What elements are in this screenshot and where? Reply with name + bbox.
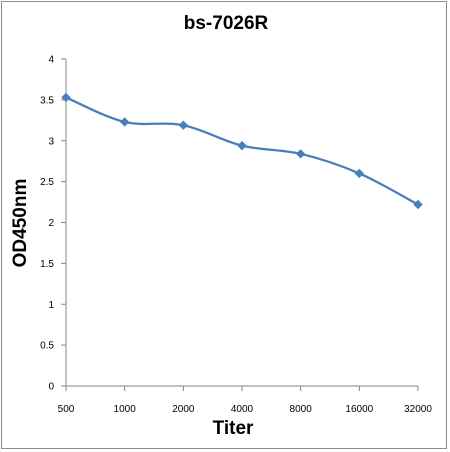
y-tick-label: 1.5	[40, 259, 54, 270]
x-tick-label: 4000	[231, 404, 254, 415]
x-axis-title: Titer	[213, 418, 254, 439]
data-point	[413, 199, 423, 210]
y-tick-label: 2	[48, 218, 54, 229]
y-tick-label: 0	[48, 382, 54, 393]
y-axis-ticks: 0 0.5 1 1.5 2 2.5 3 3.5 4	[40, 55, 66, 393]
data-point	[295, 149, 306, 159]
x-tick-label: 1000	[114, 404, 137, 415]
y-tick-label: 3	[48, 136, 54, 147]
y-tick-label: 1	[48, 300, 54, 311]
x-tick-label: 16000	[345, 404, 373, 415]
plot-series	[61, 92, 423, 210]
y-tick-label: 0.5	[40, 341, 54, 352]
series-line	[65, 96, 419, 206]
y-axis-title: OD450nm	[10, 179, 31, 268]
x-tick-label: 8000	[290, 404, 313, 415]
data-point	[119, 117, 130, 127]
x-tick-label: 32000	[404, 404, 432, 415]
y-tick-label: 2.5	[40, 177, 54, 188]
chart-title: bs-7026R	[184, 13, 269, 34]
y-tick-label: 4	[48, 55, 54, 66]
data-point	[237, 140, 247, 151]
x-tick-label: 500	[58, 404, 75, 415]
axes	[65, 59, 418, 387]
x-axis-ticks: 500 1000 2000 4000 8000 16000 32000	[58, 386, 432, 415]
y-tick-label: 3.5	[40, 95, 54, 106]
x-tick-label: 2000	[172, 404, 195, 415]
data-point	[178, 120, 189, 130]
data-point	[354, 168, 365, 179]
data-point	[61, 92, 71, 103]
